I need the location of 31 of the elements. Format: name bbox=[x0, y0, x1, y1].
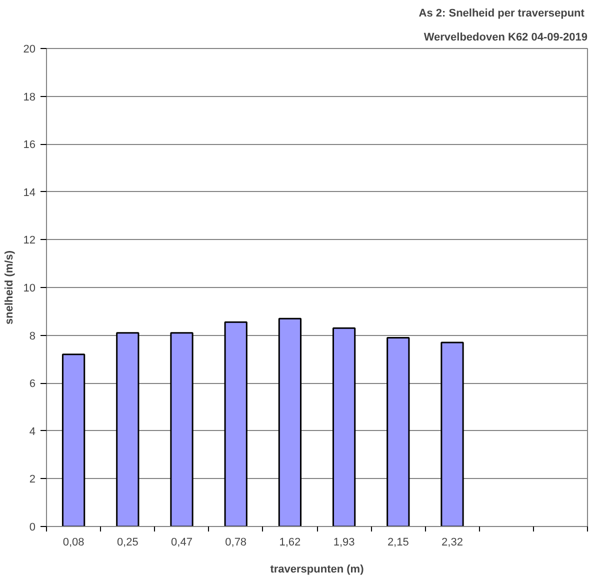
y-tick-label: 12 bbox=[23, 234, 36, 247]
x-tick-label: 0,25 bbox=[116, 536, 138, 548]
bar bbox=[386, 336, 410, 526]
x-axis-title: traverspunten (m) bbox=[270, 564, 364, 576]
bar bbox=[170, 332, 194, 526]
chart-title: As 2: Snelheid per traversepunt bbox=[418, 8, 585, 20]
y-axis-title: snelheid (m/s) bbox=[3, 250, 16, 324]
x-tick-label: 2,32 bbox=[442, 536, 463, 548]
bar bbox=[116, 332, 140, 526]
bar bbox=[332, 327, 356, 526]
y-tick-label: 16 bbox=[23, 139, 36, 152]
bar bbox=[278, 318, 302, 526]
y-tick-label: 0 bbox=[29, 522, 36, 534]
x-tick-label: 1,62 bbox=[279, 536, 301, 548]
bar bbox=[224, 321, 248, 526]
y-tick-label: 10 bbox=[23, 282, 36, 294]
x-tick-label: 0,47 bbox=[171, 536, 192, 548]
y-tick-label: 2 bbox=[29, 474, 36, 486]
bar bbox=[440, 342, 464, 526]
x-tick-label: 2,15 bbox=[387, 536, 409, 548]
y-tick-label: 18 bbox=[23, 91, 36, 104]
bar bbox=[62, 354, 86, 526]
y-tick-label: 20 bbox=[23, 44, 36, 56]
y-tick-label: 8 bbox=[29, 330, 36, 342]
x-tick-label: 0,78 bbox=[225, 536, 247, 548]
x-tick-label: 0,08 bbox=[62, 536, 84, 548]
chart-subtitle: Wervelbedoven K62 04-09-2019 bbox=[424, 32, 588, 44]
y-tick-label: 4 bbox=[29, 426, 36, 438]
y-tick-label: 14 bbox=[23, 186, 36, 199]
y-tick-label: 6 bbox=[29, 378, 36, 390]
x-tick-label: 1,93 bbox=[333, 536, 355, 548]
